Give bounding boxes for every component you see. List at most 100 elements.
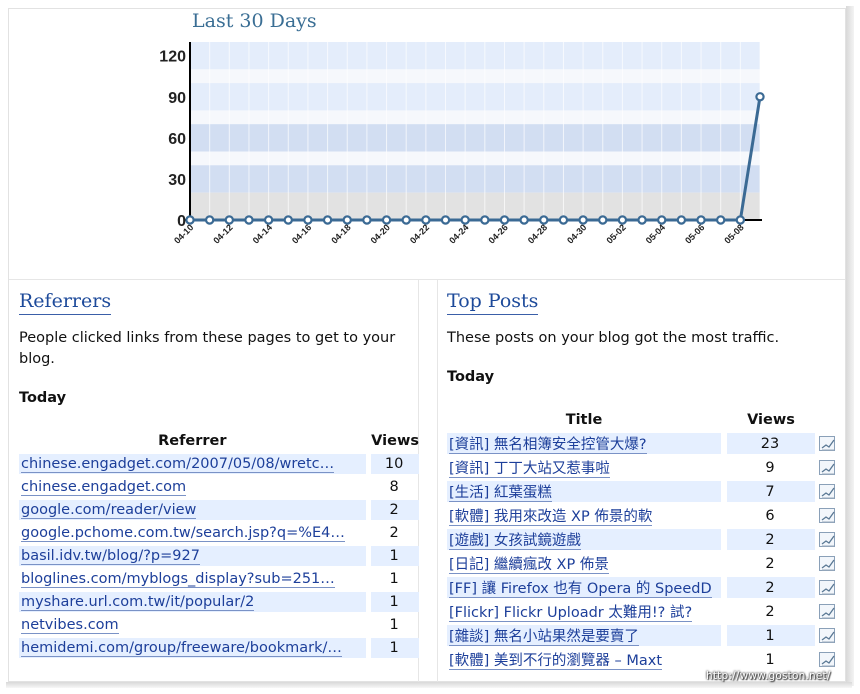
table-row: [FF] 讓 Firefox 也有 Opera 的 SpeedD 2 <box>447 577 839 598</box>
post-title-link[interactable]: [Flickr] Flickr Uploadr 太難用!? 試? <box>449 605 693 622</box>
y-tick-label: 90 <box>168 90 186 107</box>
sparkline-chart-icon[interactable] <box>819 460 835 475</box>
post-title-link[interactable]: [遊戲] 女孩試鏡遊戲 <box>449 533 581 550</box>
sparkline-chart-icon[interactable] <box>819 436 835 451</box>
views-count: 2 <box>727 529 815 550</box>
table-row: google.pchome.com.tw/search.jsp?q=%E4… 2 <box>19 523 419 543</box>
sparkline-chart-icon[interactable] <box>819 532 835 547</box>
y-tick-label: 60 <box>168 131 186 148</box>
post-title-link[interactable]: [雜談] 無名小站果然是要賣了 <box>449 629 639 646</box>
referrers-title[interactable]: Referrers <box>19 289 112 315</box>
frame-shadow <box>6 682 852 688</box>
data-point <box>676 215 687 225</box>
sparkline-chart-icon[interactable] <box>819 580 835 595</box>
views-count: 2 <box>371 500 419 520</box>
x-tick-label: 04-18 <box>329 222 352 245</box>
table-row: bloglines.com/myblogs_display?sub=251… 1 <box>19 569 419 589</box>
post-title-link[interactable]: [軟體] 美到不行的瀏覽器 – Maxt <box>449 653 663 670</box>
referrer-cell: chinese.engadget.com <box>19 477 366 497</box>
table-row: [遊戲] 女孩試鏡遊戲 2 <box>447 529 839 550</box>
data-point <box>657 215 667 225</box>
referrer-link[interactable]: hemidemi.com/group/freeware/bookmark/… <box>21 640 342 657</box>
data-point <box>204 215 215 225</box>
referrer-link[interactable]: chinese.engadget.com <box>21 479 187 496</box>
table-row: [生活] 紅葉蛋糕 7 <box>447 481 839 502</box>
referrer-cell: myshare.url.com.tw/it/popular/2 <box>19 592 366 612</box>
chart-band <box>190 124 760 152</box>
column-divider <box>437 279 438 682</box>
post-title-link[interactable]: [日記] 繼續瘋改 XP 佈景 <box>449 557 609 574</box>
views-count: 1 <box>727 625 815 646</box>
views-line-chart: 0 30 60 90 120 04-10 04-12 04-14 04-16 04-18 04-20… <box>159 42 765 246</box>
chart-band <box>190 151 760 166</box>
sparkline-chart-icon[interactable] <box>819 628 835 643</box>
post-title-link[interactable]: [資訊] 無名相簿安全控管大爆? <box>449 437 647 454</box>
table-row: [軟體] 我用來改造 XP 佈景的軟 6 <box>447 505 839 526</box>
y-tick-label: 0 <box>177 213 186 230</box>
data-point <box>401 215 411 225</box>
title-column-header[interactable]: Title <box>565 412 603 428</box>
data-point <box>342 215 352 225</box>
views-count: 2 <box>765 603 775 620</box>
referrer-link[interactable]: google.pchome.com.tw/search.jsp?q=%E4… <box>21 525 345 542</box>
sparkline-chart-icon[interactable] <box>819 508 835 523</box>
data-point <box>578 215 588 225</box>
referrer-link[interactable]: chinese.engadget.com/2007/05/08/wretc… <box>21 456 335 473</box>
views-column-header[interactable]: Views <box>371 433 419 449</box>
data-point <box>244 215 254 225</box>
views-count: 2 <box>765 555 775 572</box>
data-point <box>480 215 490 225</box>
referrers-period: Today <box>19 390 67 406</box>
sparkline-cell <box>815 625 839 646</box>
data-point <box>519 215 529 225</box>
sparkline-cell <box>815 457 839 478</box>
sparkline-chart-icon[interactable] <box>819 652 835 667</box>
chart-band <box>190 42 760 70</box>
chart-band <box>190 69 760 84</box>
post-title-link[interactable]: [FF] 讓 Firefox 也有 Opera 的 SpeedD <box>449 581 712 598</box>
referrer-link[interactable]: myshare.url.com.tw/it/popular/2 <box>21 594 255 611</box>
post-title-link[interactable]: [軟體] 我用來改造 XP 佈景的軟 <box>449 509 653 526</box>
table-row: hemidemi.com/group/freeware/bookmark/… 1 <box>19 638 419 658</box>
sparkline-cell <box>815 505 839 526</box>
referrer-link[interactable]: netvibes.com <box>21 617 119 634</box>
table-row: [軟體] 美到不行的瀏覽器 – Maxt 1 <box>447 649 839 670</box>
views-count: 1 <box>765 651 775 668</box>
referrer-cell: netvibes.com <box>19 615 366 635</box>
x-tick-label: 04-28 <box>526 222 549 245</box>
referrers-table: Referrer Views chinese.engadget.com/2007… <box>19 428 419 661</box>
referrer-cell: basil.idv.tw/blog/?p=927 <box>19 546 366 566</box>
sparkline-chart-icon[interactable] <box>819 556 835 571</box>
views-column-header[interactable]: Views <box>747 412 795 428</box>
x-tick-label: 04-26 <box>487 222 510 245</box>
views-count: 8 <box>389 479 399 495</box>
referrer-link[interactable]: basil.idv.tw/blog/?p=927 <box>21 548 200 565</box>
chart-band <box>190 165 760 193</box>
post-title-link[interactable]: [生活] 紅葉蛋糕 <box>449 485 552 502</box>
data-point <box>185 215 195 225</box>
table-row: basil.idv.tw/blog/?p=927 1 <box>19 546 419 566</box>
post-title-link[interactable]: [資訊] 丁丁大站又惹事啦 <box>449 461 610 478</box>
x-tick-label: 04-14 <box>251 222 274 245</box>
referrer-link[interactable]: bloglines.com/myblogs_display?sub=251… <box>21 571 335 588</box>
referrer-column-header[interactable]: Referrer <box>158 433 227 449</box>
chart-band <box>190 110 760 125</box>
sparkline-cell <box>815 649 839 670</box>
post-title-cell: [日記] 繼續瘋改 XP 佈景 <box>447 553 721 574</box>
sparkline-chart-icon[interactable] <box>819 604 835 619</box>
referrers-description: People clicked links from these pages to… <box>19 330 396 367</box>
data-point <box>617 215 628 225</box>
data-point <box>263 215 274 225</box>
sparkline-chart-icon[interactable] <box>819 484 835 499</box>
post-title-cell: [遊戲] 女孩試鏡遊戲 <box>447 529 721 550</box>
x-tick-label: 04-16 <box>290 222 313 245</box>
data-point <box>421 215 431 225</box>
table-row: [Flickr] Flickr Uploadr 太難用!? 試? 2 <box>447 601 839 622</box>
data-point <box>362 215 372 225</box>
views-count: 23 <box>727 433 815 454</box>
x-tick-label: 05-08 <box>722 222 745 245</box>
views-count: 1 <box>389 617 399 633</box>
referrer-link[interactable]: google.com/reader/view <box>21 502 197 519</box>
post-title-cell: [生活] 紅葉蛋糕 <box>447 481 721 502</box>
top-posts-title[interactable]: Top Posts <box>447 289 539 315</box>
